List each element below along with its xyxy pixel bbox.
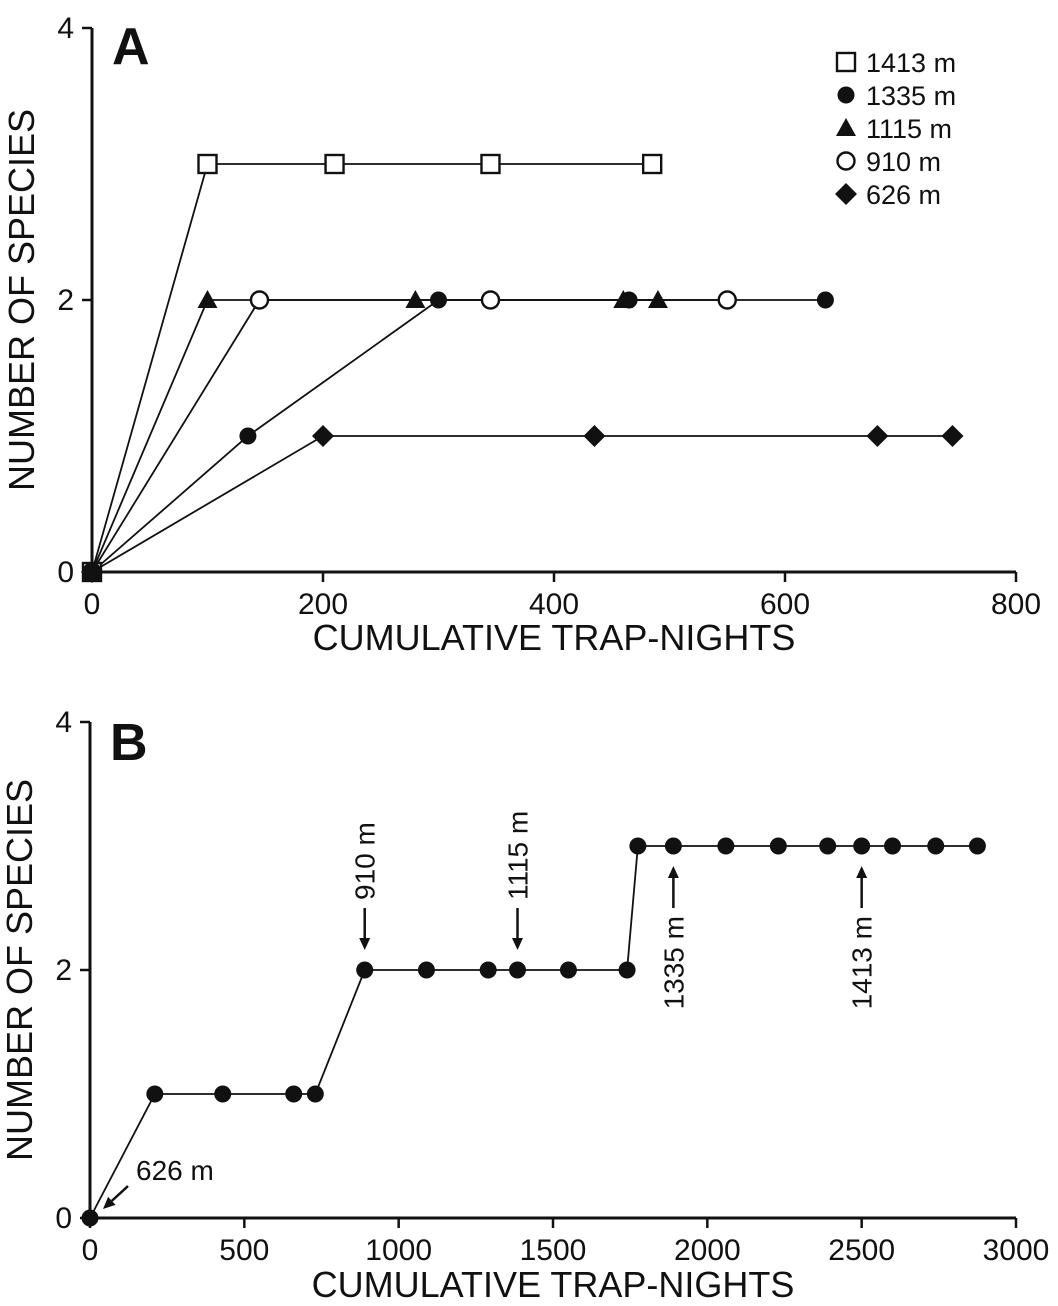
data-point-marker [717,290,737,310]
x-tick-label: 600 [760,588,810,621]
x-axis-label: CUMULATIVE TRAP-NIGHTS [312,1264,795,1305]
y-tick-label: 0 [57,556,74,589]
y-tick-label: 4 [57,12,74,45]
series-line [91,163,653,573]
x-tick-label: 0 [84,588,101,621]
annotation-arrow-head [103,1196,116,1209]
x-tick-label: 2000 [674,1234,741,1267]
annotation-label: 626 m [136,1155,214,1186]
data-point-marker [249,290,270,310]
x-tick-label: 1500 [520,1234,587,1267]
panel-b-chart: 0 500 1000 1500 2000 2500 3000 0 2 4 CUMULATIVE TR… [0,706,1050,1305]
data-point-marker [405,290,426,308]
legend-marker [837,86,855,104]
y-tick-label: 2 [57,284,74,317]
legend-marker [836,151,856,171]
data-point-marker [509,961,527,979]
legend-marker [835,183,857,205]
annotation-arrow-head [359,938,371,950]
data-point-marker [629,837,647,855]
annotation-arrow-head [512,938,524,950]
x-axis-label: CUMULATIVE TRAP-NIGHTS [313,617,796,658]
data-point-marker [430,291,447,309]
series-line [91,299,728,573]
x-tick-label: 800 [991,588,1041,621]
data-point-marker [239,427,257,445]
data-point-marker [769,837,787,855]
legend-label: 1413 m [866,48,956,78]
x-tick-label: 0 [82,1234,99,1267]
data-point-marker [927,837,945,855]
data-point-marker [618,961,636,979]
data-point-marker [866,425,889,447]
legend-label: 626 m [866,180,941,210]
data-point-marker [417,961,435,979]
legend-marker [835,51,857,73]
series-line [91,435,953,573]
data-point-marker [819,837,837,855]
data-point-marker [146,1085,164,1103]
data-point-marker [816,291,834,309]
panel-a-chart: 0 200 400 600 800 0 2 4 CUMULATIVE TRAP-NIGHTS NU… [1,12,1041,658]
data-point-marker [197,290,218,308]
data-point-marker [968,837,986,855]
x-tick-label: 500 [219,1234,269,1267]
panel-label: A [112,18,150,76]
annotation-arrow-line [110,1185,129,1202]
data-point-marker [664,837,682,855]
data-point-marker [312,425,334,447]
data-point-marker [480,153,501,175]
data-point-marker [884,837,902,855]
data-point-marker [559,961,577,979]
data-point-marker [717,837,735,855]
data-point-marker [356,961,374,979]
series-line [89,845,978,1219]
data-point-marker [214,1085,232,1103]
data-point-marker [641,153,663,175]
data-point-marker [285,1085,303,1103]
data-point-marker [479,961,497,979]
data-point-marker [647,290,668,308]
data-point-marker [480,290,501,310]
annotation-label: 1335 m [658,916,689,1009]
y-tick-label: 2 [55,954,72,987]
annotation-label: 1115 m [503,811,534,900]
panel-label: B [110,714,148,772]
y-axis-label: NUMBER OF SPECIES [1,109,42,491]
x-tick-label: 400 [529,588,579,621]
x-tick-label: 2500 [828,1234,895,1267]
x-tick-label: 1000 [365,1234,432,1267]
annotation-label: 1413 m [847,916,878,1009]
data-point-marker [324,153,345,175]
data-point-marker [613,290,634,308]
data-point-marker [583,425,606,447]
data-point-marker [197,153,218,175]
x-tick-label: 200 [298,588,348,621]
legend-marker [836,118,856,136]
legend-label: 910 m [866,147,941,177]
data-point-marker [853,837,871,855]
data-point-marker [306,1085,324,1103]
data-point-marker [81,1209,99,1227]
legend-label: 1335 m [866,81,956,111]
y-tick-label: 0 [55,1202,72,1235]
x-tick-label: 3000 [983,1234,1050,1267]
legend-label: 1115 m [866,114,952,144]
annotation-arrow-head [667,866,679,878]
y-tick-label: 4 [55,706,72,739]
data-point-marker [81,561,103,583]
data-point-marker [941,425,964,447]
y-axis-label: NUMBER OF SPECIES [0,779,40,1161]
annotation-arrow-head [856,866,868,878]
annotation-label: 910 m [350,822,381,900]
